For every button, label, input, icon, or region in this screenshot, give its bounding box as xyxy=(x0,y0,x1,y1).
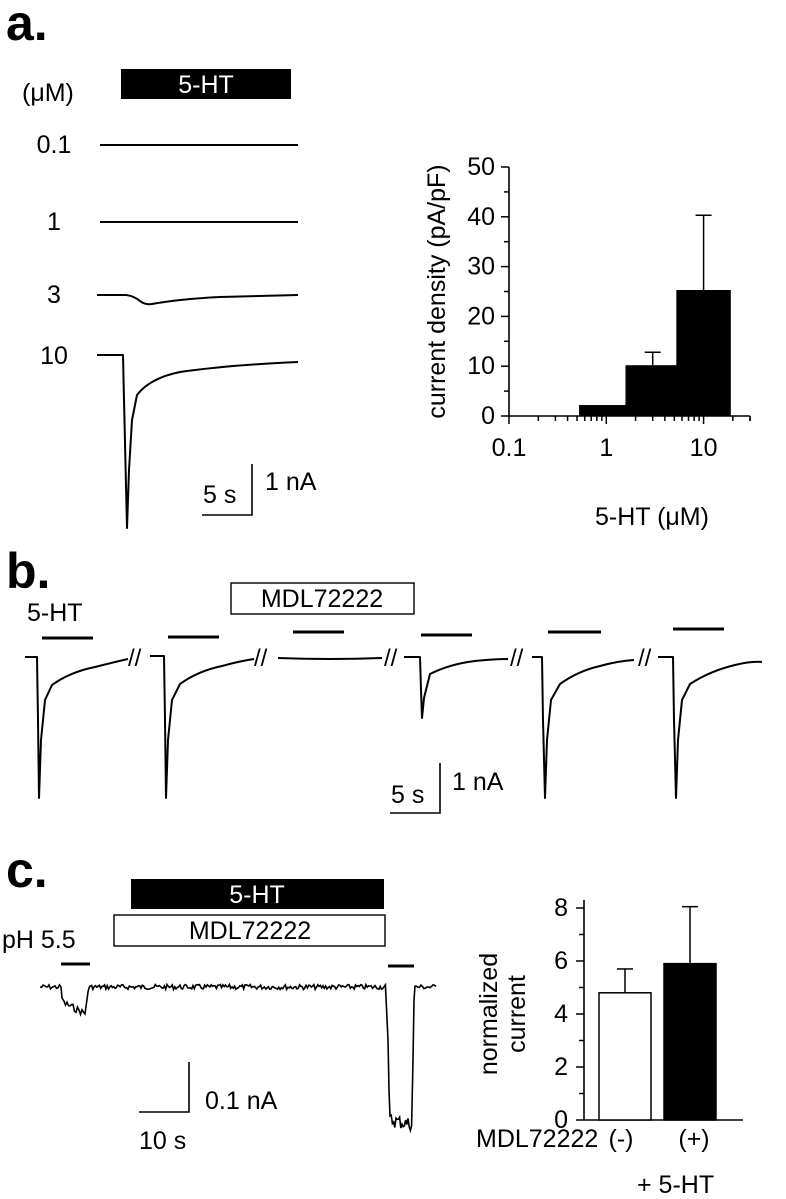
bar-chart-normalized-current: 0 2 4 6 8 normalized current xyxy=(475,894,743,1134)
concentration-unit-label: (μM) xyxy=(22,79,74,107)
category-label-plus: (+) xyxy=(678,1125,709,1153)
break-mark-2: // xyxy=(254,645,268,672)
concentration-label-1: 1 xyxy=(47,208,61,236)
scale-time-a: 5 s xyxy=(203,481,236,509)
5ht-label-b: 5-HT xyxy=(27,599,83,627)
panel-a-letter: a. xyxy=(6,0,48,51)
5ht-application-bar xyxy=(121,69,291,99)
trace-b-6 xyxy=(658,656,763,799)
mdl72222-label-b: MDL72222 xyxy=(261,585,383,613)
x-tick-label: 10 xyxy=(690,434,718,462)
panel-a: a. (μM) 5-HT 0.1 1 3 10 5 s 1 nA xyxy=(6,0,317,529)
x-tick-label: 0.1 xyxy=(492,434,527,462)
break-mark-3: // xyxy=(384,645,398,672)
bar xyxy=(598,992,652,1121)
break-mark-1: // xyxy=(128,645,142,672)
bar xyxy=(625,365,680,416)
y-axis-label-c: normalized current xyxy=(475,953,531,1075)
y-tick-label: 6 xyxy=(554,947,568,975)
scale-time-b: 5 s xyxy=(391,781,424,809)
scale-current-a: 1 nA xyxy=(265,468,317,496)
trace-c xyxy=(39,982,437,1134)
bar xyxy=(579,405,634,416)
y-tick-label: 8 xyxy=(554,894,568,922)
y-tick-label: 0 xyxy=(481,402,495,430)
5ht-application-bar-c xyxy=(131,879,384,909)
x-ticks: 0.1 1 10 xyxy=(492,416,751,462)
y-axis-label: current density (pA/pF) xyxy=(423,164,451,418)
scale-current-b: 1 nA xyxy=(452,768,504,796)
panel-c-letter: c. xyxy=(6,842,48,898)
scale-bar-b xyxy=(390,763,441,814)
trace-b-1 xyxy=(25,656,129,799)
trace-3uM xyxy=(97,294,299,306)
scale-bar-c xyxy=(139,1062,190,1113)
panel-c: c. 5-HT MDL72222 pH 5.5 0.1 nA 10 s xyxy=(2,842,437,1155)
bar xyxy=(676,290,731,416)
plus-5ht-label: + 5-HT xyxy=(637,1171,714,1199)
y-ticks-c: 0 2 4 6 8 xyxy=(554,894,584,1134)
trace-b-3-blocked xyxy=(277,657,383,660)
y-tick-label: 2 xyxy=(554,1053,568,1081)
mdl72222-application-box-b xyxy=(230,582,415,615)
y-tick-label: 40 xyxy=(467,203,495,231)
y-axis-label-line: normalized xyxy=(475,953,503,1075)
y-axis-label-line: current xyxy=(503,975,531,1053)
mdl72222-row-label: MDL72222 xyxy=(476,1125,598,1153)
break-mark-4: // xyxy=(510,645,524,672)
trace-b-4 xyxy=(404,656,509,719)
5ht-bar-label: 5-HT xyxy=(178,71,234,99)
5ht-bar-label-c: 5-HT xyxy=(229,881,285,909)
concentration-label-10: 10 xyxy=(40,342,68,370)
category-label-minus: (-) xyxy=(609,1125,634,1153)
y-tick-label: 10 xyxy=(467,352,495,380)
concentration-label-3: 3 xyxy=(47,281,61,309)
concentration-label-0-1: 0.1 xyxy=(37,131,72,159)
mdl72222-label-c: MDL72222 xyxy=(189,917,311,945)
bars-c xyxy=(598,905,717,1121)
scale-bar-a xyxy=(202,464,253,516)
scale-current-c: 0.1 nA xyxy=(205,1087,278,1115)
trace-b-5 xyxy=(532,656,635,799)
y-tick-label: 20 xyxy=(467,302,495,330)
scale-time-c: 10 s xyxy=(139,1127,186,1155)
bars xyxy=(579,214,731,416)
bar-chart-current-density: 0 10 20 30 40 50 0.1 1 10 current density (pA/p… xyxy=(423,153,751,531)
trace-b-2 xyxy=(150,655,255,799)
bar xyxy=(663,962,717,1121)
trace-10uM xyxy=(97,354,299,529)
ph-label: pH 5.5 xyxy=(2,926,76,954)
x-tick-label: 1 xyxy=(599,434,613,462)
y-tick-label: 30 xyxy=(467,253,495,281)
y-ticks: 0 10 20 30 40 50 xyxy=(467,153,509,430)
y-tick-label: 4 xyxy=(554,1000,568,1028)
y-tick-label: 50 xyxy=(467,153,495,181)
panel-b: b. 5-HT MDL72222 // // // // // 5 s 1 nA xyxy=(6,543,763,814)
break-mark-5: // xyxy=(638,645,652,672)
x-axis-label: 5-HT (μM) xyxy=(595,503,709,531)
y-tick-label: 0 xyxy=(554,1106,568,1134)
panel-b-letter: b. xyxy=(6,543,50,599)
mdl72222-application-box-c xyxy=(113,914,386,947)
